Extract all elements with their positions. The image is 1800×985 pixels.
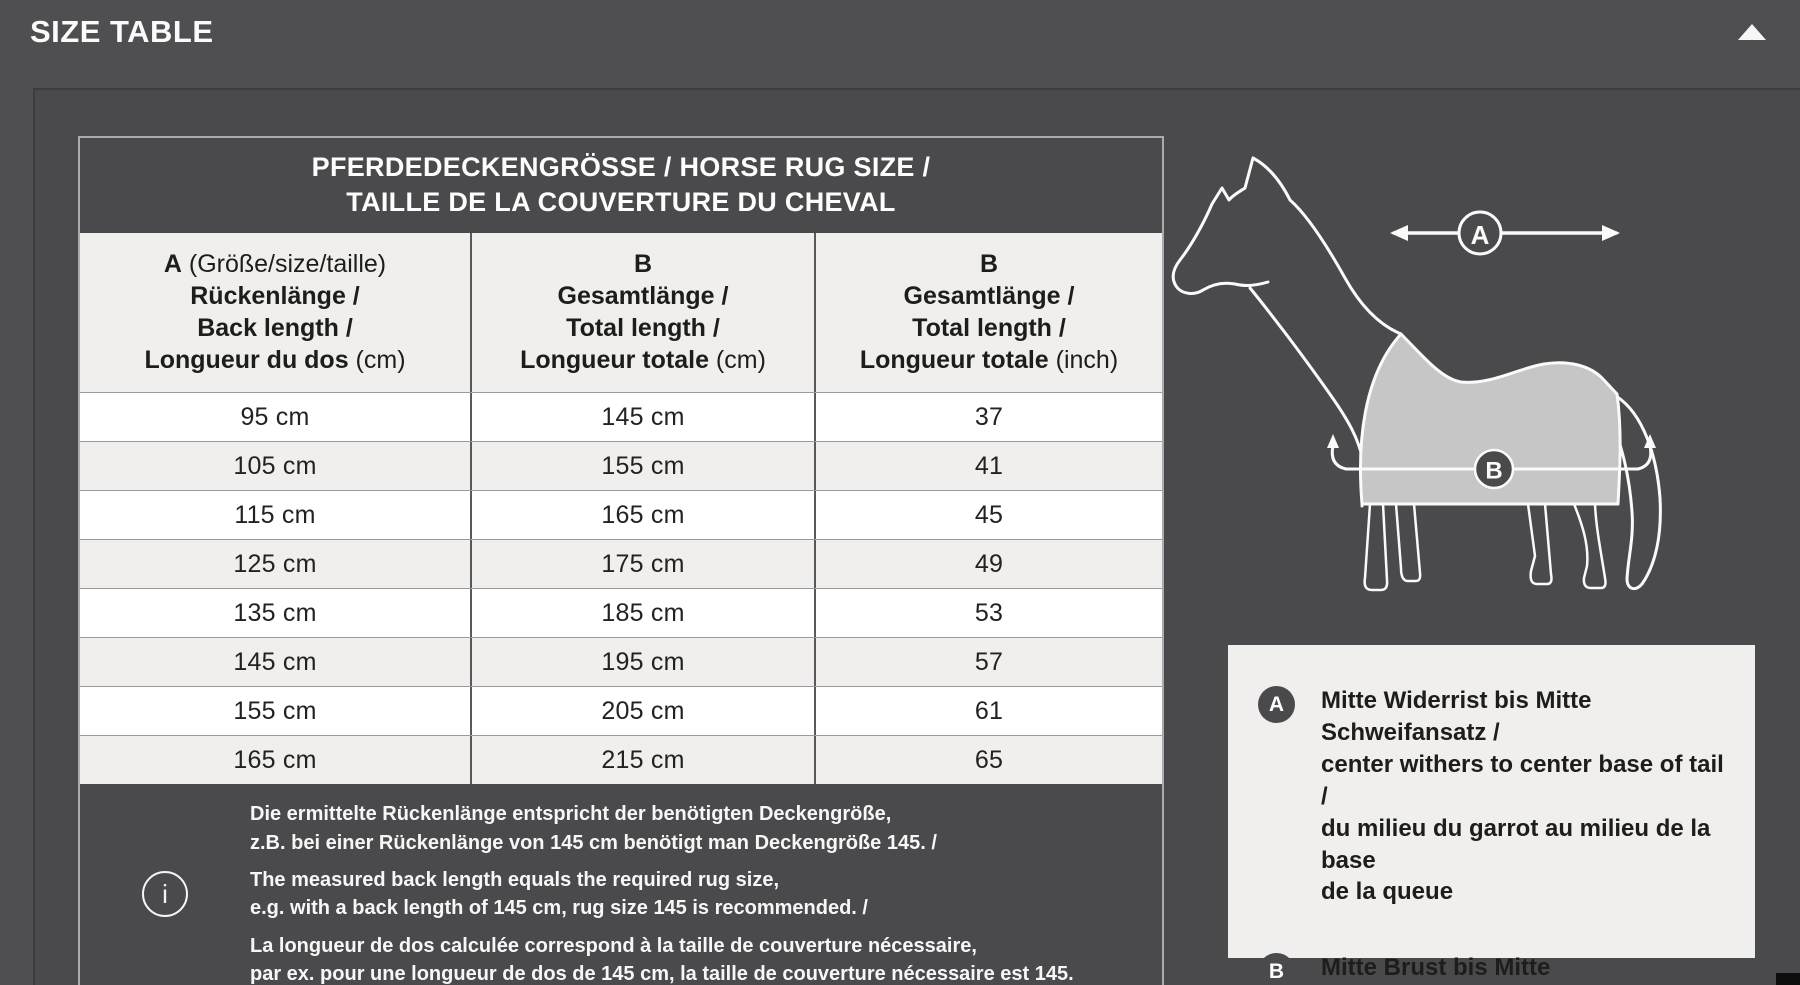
info-icon-wrap: i bbox=[80, 800, 250, 985]
cell-total-inch: 53 bbox=[814, 589, 1162, 638]
cell-total-inch: 41 bbox=[814, 442, 1162, 491]
size-table: PFERDEDECKENGRÖSSE / HORSE RUG SIZE / TA… bbox=[78, 136, 1164, 985]
measurement-legend: A Mitte Widerrist bis Mitte Schweifansat… bbox=[1228, 645, 1755, 985]
cell-total-cm: 185 cm bbox=[470, 589, 814, 638]
legend-text-a: Mitte Widerrist bis Mitte Schweifansatz … bbox=[1321, 687, 1724, 906]
column-header-back-length: A (Größe/size/taille) Rückenlänge / Back… bbox=[144, 250, 406, 375]
horse-chest-outline bbox=[1248, 286, 1365, 508]
table-row: 145 cm 195 cm 57 bbox=[80, 637, 1162, 687]
footnote-text: Die ermittelte Rückenlänge entspricht de… bbox=[250, 800, 1142, 985]
cell-total-inch: 61 bbox=[814, 687, 1162, 736]
scroll-corner bbox=[1776, 973, 1800, 985]
horse-front-leg bbox=[1363, 502, 1389, 592]
cell-back-length: 165 cm bbox=[233, 745, 317, 774]
cell-back-length: 115 cm bbox=[234, 500, 316, 529]
table-row: 95 cm 145 cm 37 bbox=[80, 392, 1162, 442]
cell-back-length: 125 cm bbox=[233, 549, 317, 578]
cell-back-length: 145 cm bbox=[233, 647, 317, 676]
horse-front-leg bbox=[1394, 502, 1422, 583]
measure-a-label: A bbox=[1471, 220, 1490, 250]
cell-total-cm: 155 cm bbox=[470, 442, 814, 491]
horse-rug bbox=[1359, 332, 1622, 506]
table-row: 115 cm 165 cm 45 bbox=[80, 490, 1162, 540]
cell-total-inch: 45 bbox=[814, 491, 1162, 540]
cell-total-inch: 37 bbox=[814, 393, 1162, 442]
cell-back-length: 95 cm bbox=[240, 402, 310, 431]
measure-b-right-arrowhead bbox=[1644, 434, 1656, 448]
cell-total-inch: 57 bbox=[814, 638, 1162, 687]
measure-b-right-hook bbox=[1636, 444, 1653, 471]
horse-hind-leg bbox=[1526, 502, 1553, 586]
accordion-header[interactable]: SIZE TABLE bbox=[0, 0, 1800, 72]
measure-a-right-arrowhead bbox=[1602, 225, 1620, 241]
cell-total-cm: 215 cm bbox=[470, 736, 814, 785]
cell-total-cm: 145 cm bbox=[470, 393, 814, 442]
measure-b-badge bbox=[1473, 448, 1515, 490]
table-row: 105 cm 155 cm 41 bbox=[80, 441, 1162, 491]
table-title: PFERDEDECKENGRÖSSE / HORSE RUG SIZE / TA… bbox=[80, 138, 1162, 234]
horse-measurement-diagram: A B bbox=[1171, 156, 1662, 592]
column-header-total-length-cm: B Gesamtlänge / Total length / Longueur … bbox=[470, 233, 814, 393]
legend-badge-b: B bbox=[1258, 953, 1295, 985]
cell-back-length: 135 cm bbox=[233, 598, 317, 627]
table-body: 95 cm 145 cm 37 105 cm 155 cm 41 115 cm … bbox=[80, 392, 1162, 785]
measure-b-left-arrowhead bbox=[1327, 434, 1339, 448]
measure-a-left-arrowhead bbox=[1390, 225, 1408, 241]
info-icon: i bbox=[142, 871, 188, 918]
table-row: 125 cm 175 cm 49 bbox=[80, 539, 1162, 589]
footnote-fr: La longueur de dos calculée correspond à… bbox=[250, 934, 1074, 985]
measure-b-left-hook bbox=[1330, 444, 1348, 471]
legend-item-a: A Mitte Widerrist bis Mitte Schweifansat… bbox=[1258, 685, 1725, 908]
cell-total-inch: 65 bbox=[814, 736, 1162, 785]
horse-hind-leg bbox=[1572, 502, 1607, 590]
horse-neck-outline bbox=[1288, 198, 1403, 336]
cell-back-length: 105 cm bbox=[233, 451, 317, 480]
footnote-de: Die ermittelte Rückenlänge entspricht de… bbox=[250, 803, 937, 854]
table-row: 135 cm 185 cm 53 bbox=[80, 588, 1162, 638]
horse-head-outline bbox=[1171, 156, 1292, 295]
collapse-arrow-icon[interactable] bbox=[1738, 24, 1766, 40]
legend-badge-a: A bbox=[1258, 686, 1295, 723]
cell-back-length: 155 cm bbox=[233, 696, 317, 725]
legend-item-b: B Mitte Brust bis Mitte Hinterschenkel /… bbox=[1258, 952, 1725, 985]
table-footnote: i Die ermittelte Rückenlänge entspricht … bbox=[80, 784, 1162, 985]
legend-text-b: Mitte Brust bis Mitte Hinterschenkel / C… bbox=[1321, 954, 1551, 982]
measure-b-label: B bbox=[1485, 458, 1502, 485]
cell-total-cm: 165 cm bbox=[470, 491, 814, 540]
cell-total-inch: 49 bbox=[814, 540, 1162, 589]
table-row: 155 cm 205 cm 61 bbox=[80, 686, 1162, 736]
cell-total-cm: 175 cm bbox=[470, 540, 814, 589]
horse-tail-outline bbox=[1609, 394, 1662, 591]
table-row: 165 cm 215 cm 65 bbox=[80, 735, 1162, 785]
column-header-total-length-inch: B Gesamtlänge / Total length / Longueur … bbox=[814, 233, 1162, 393]
footnote-en: The measured back length equals the requ… bbox=[250, 868, 868, 920]
cell-total-cm: 195 cm bbox=[470, 638, 814, 687]
table-column-headers: A (Größe/size/taille) Rückenlänge / Back… bbox=[80, 233, 1162, 393]
page-title: SIZE TABLE bbox=[30, 14, 214, 49]
cell-total-cm: 205 cm bbox=[470, 687, 814, 736]
measure-a-badge bbox=[1457, 210, 1503, 256]
